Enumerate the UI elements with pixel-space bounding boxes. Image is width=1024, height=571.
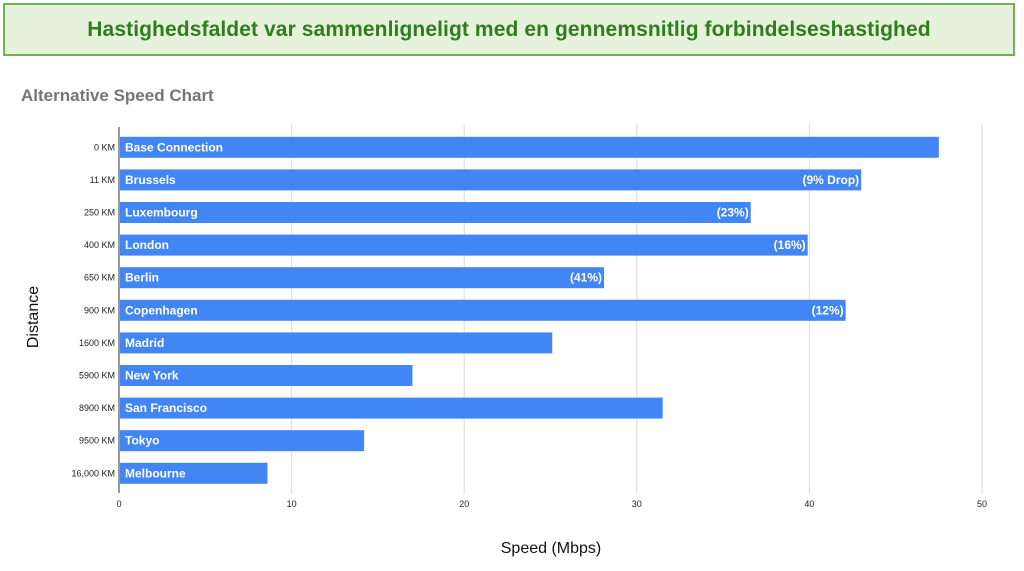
bar [120, 365, 413, 386]
x-tick-label: 30 [632, 499, 642, 509]
y-tick-label: 900 KM [84, 305, 115, 315]
bar [120, 332, 553, 354]
y-axis-title: Distance [25, 286, 42, 348]
headline-banner: Hastighedsfaldet var sammenligneligt med… [3, 3, 1015, 56]
bar-name-label: Melbourne [125, 466, 186, 480]
bar [120, 202, 751, 223]
y-tick-label: 11 KM [90, 175, 115, 185]
bar [120, 234, 808, 256]
bar [120, 397, 663, 419]
bar-name-label: Tokyo [125, 434, 159, 448]
x-tick-label: 10 [287, 499, 297, 509]
bar-name-label: Base Connection [125, 140, 223, 154]
x-tick-label: 20 [459, 499, 469, 509]
bar [120, 169, 862, 191]
y-tick-label: 5900 KM [79, 371, 115, 381]
bar-drop-label: (23%) [717, 206, 749, 220]
bar-name-label: Brussels [125, 173, 176, 187]
bar-name-label: Luxembourg [125, 206, 198, 220]
bar [120, 430, 365, 452]
bar-drop-label: (9% Drop) [803, 173, 860, 187]
headline-text: Hastighedsfaldet var sammenligneligt med… [87, 17, 931, 41]
y-tick-label: 250 KM [84, 208, 115, 218]
x-axis-title: Speed (Mbps) [501, 540, 602, 557]
x-tick-label: 0 [116, 499, 121, 509]
bar-name-label: Madrid [125, 336, 164, 350]
y-tick-label: 8900 KM [79, 403, 115, 413]
y-tick-label: 1600 KM [79, 338, 115, 348]
bar-name-label: London [125, 238, 169, 252]
bar-name-label: Berlin [125, 271, 159, 285]
chart-title: Alternative Speed Chart [21, 86, 214, 105]
bar-drop-label: (16%) [774, 238, 806, 252]
y-tick-label: 0 KM [94, 142, 115, 152]
x-tick-label: 50 [977, 499, 987, 509]
x-tick-label: 40 [804, 499, 814, 509]
y-tick-label: 16,000 KM [71, 468, 115, 478]
bar-name-label: New York [125, 369, 179, 383]
ticks-layer: 0 10 20 30 40 50 0 KM 11 KM 250 KM 400 KM 650 KM 90… [71, 142, 987, 509]
bar-drop-label: (41%) [570, 271, 602, 285]
bar [120, 267, 605, 289]
y-tick-label: 650 KM [84, 273, 115, 283]
y-tick-label: 9500 KM [79, 436, 115, 446]
y-tick-label: 400 KM [84, 240, 115, 250]
bar [120, 299, 846, 321]
bar [120, 462, 268, 484]
bar [120, 136, 939, 158]
bar-name-label: San Francisco [125, 401, 207, 415]
bars-layer: Base Connection Brussels (9% Drop) Luxembou… [120, 136, 939, 484]
bar-drop-label: (12%) [812, 303, 844, 317]
bar-name-label: Copenhagen [125, 303, 198, 317]
